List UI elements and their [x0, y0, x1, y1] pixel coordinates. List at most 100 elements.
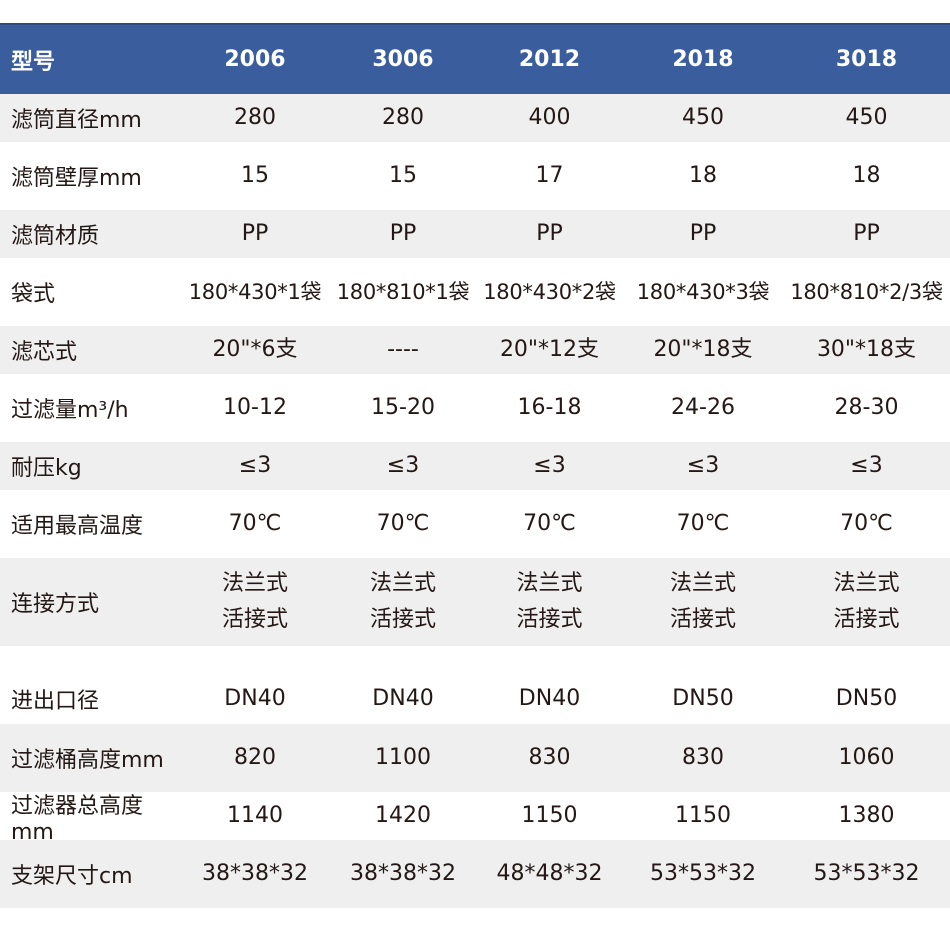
- row-value: PP: [689, 221, 717, 246]
- row-value: 450: [845, 105, 888, 130]
- spec-table: 型号 2006 3006 2012 2018 3018 滤筒直径mm 280 2…: [0, 23, 950, 908]
- row-value: 180*810*1袋: [336, 280, 470, 304]
- row-label: 过滤量m³/h: [11, 398, 129, 423]
- row-label: 滤筒材质: [11, 224, 100, 249]
- row-value: 280: [234, 105, 276, 130]
- table-row: 进出口径 DN40 DN40 DN40 DN50 DN50: [0, 646, 950, 724]
- row-value: 830: [682, 745, 724, 770]
- row-value: DN40: [224, 686, 286, 711]
- row-value: DN40: [372, 686, 434, 711]
- row-value: 18: [689, 163, 717, 188]
- row-value: 20"*12支: [499, 337, 600, 362]
- row-value: PP: [389, 221, 417, 246]
- header-model: 2018: [672, 46, 734, 72]
- row-value-line: 法兰式: [516, 571, 583, 596]
- row-label: 支架尺寸cm: [11, 864, 133, 889]
- row-value: ≤3: [533, 453, 566, 478]
- row-value: 1150: [675, 803, 731, 828]
- row-label: 滤筒壁厚mm: [11, 166, 142, 191]
- row-value: 法兰式 活接式: [623, 566, 783, 638]
- row-value: 15: [389, 163, 417, 188]
- table-row: 耐压kg ≤3 ≤3 ≤3 ≤3 ≤3: [0, 442, 950, 490]
- row-value: 15: [241, 163, 269, 188]
- row-value: 10-12: [223, 395, 287, 420]
- row-label: 滤筒直径mm: [11, 108, 142, 133]
- row-value: 450: [682, 105, 724, 130]
- table-row: 适用最高温度 70℃ 70℃ 70℃ 70℃ 70℃: [0, 490, 950, 558]
- table-row: 过滤量m³/h 10-12 15-20 16-18 24-26 28-30: [0, 374, 950, 442]
- table-row: 过滤桶高度mm 820 1100 830 830 1060: [0, 724, 950, 792]
- row-value: 820: [234, 745, 276, 770]
- row-value-line: 活接式: [833, 607, 900, 632]
- table-row: 滤筒直径mm 280 280 400 450 450: [0, 94, 950, 142]
- row-value: PP: [853, 221, 880, 246]
- row-value: PP: [536, 221, 563, 246]
- header-model: 3006: [372, 46, 434, 72]
- row-value: 15-20: [371, 395, 435, 420]
- row-label: 进出口径: [11, 689, 100, 714]
- row-value-line: 法兰式: [833, 571, 900, 596]
- row-value-line: 法兰式: [669, 571, 736, 596]
- header-model: 2006: [224, 46, 286, 72]
- row-value: ≤3: [386, 453, 420, 478]
- row-label: 袋式: [11, 282, 56, 307]
- row-value: 180*810*2/3袋: [790, 280, 943, 304]
- row-value: 70℃: [676, 511, 730, 536]
- header-label: 型号: [11, 49, 56, 75]
- row-value-line: 活接式: [669, 607, 736, 632]
- table-row: 过滤器总高度mm 1140 1420 1150 1150 1380: [0, 792, 950, 845]
- row-value: ≤3: [238, 453, 272, 478]
- header-model: 2012: [518, 46, 581, 72]
- row-label: 适用最高温度: [11, 514, 144, 539]
- row-value-line: 活接式: [221, 607, 288, 632]
- row-value: 48*48*32: [496, 861, 603, 886]
- row-value: 38*38*32: [350, 861, 456, 886]
- row-value: 70℃: [228, 511, 282, 536]
- row-value: 180*430*1袋: [188, 280, 322, 304]
- row-value: 法兰式 活接式: [330, 566, 476, 638]
- row-value: ≤3: [686, 453, 720, 478]
- row-value: ----: [387, 337, 419, 362]
- row-value: 30"*18支: [816, 337, 917, 362]
- row-value: 70℃: [523, 511, 576, 536]
- table-header-row: 型号 2006 3006 2012 2018 3018: [0, 23, 950, 94]
- row-value-line: 法兰式: [221, 571, 288, 596]
- row-value: 法兰式 活接式: [476, 566, 623, 638]
- row-value-line: 活接式: [516, 607, 583, 632]
- table-row: 滤芯式 20"*6支 ---- 20"*12支 20"*18支 30"*18支: [0, 326, 950, 374]
- header-model: 3018: [835, 46, 898, 72]
- table-row: 支架尺寸cm 38*38*32 38*38*32 48*48*32 53*53*…: [0, 840, 950, 908]
- row-value: 法兰式 活接式: [180, 566, 330, 638]
- row-value: DN50: [835, 686, 898, 711]
- row-value: 28-30: [834, 395, 899, 420]
- row-label: 连接方式: [11, 592, 100, 617]
- row-value: 18: [852, 163, 881, 188]
- row-value: 法兰式 活接式: [783, 566, 950, 638]
- row-value: 180*430*2袋: [483, 280, 616, 304]
- row-value: 1100: [375, 745, 431, 770]
- row-label: 过滤器总高度mm: [11, 793, 144, 845]
- row-value: ≤3: [850, 453, 883, 478]
- row-value: 53*53*32: [650, 861, 756, 886]
- row-value: DN40: [518, 686, 581, 711]
- row-value: 1380: [838, 803, 895, 828]
- row-value: 20"*18支: [653, 337, 753, 362]
- row-value: 1150: [521, 803, 578, 828]
- row-value: 830: [528, 745, 571, 770]
- row-value: 1140: [227, 803, 283, 828]
- row-value: 70℃: [840, 511, 893, 536]
- row-label: 滤芯式: [11, 340, 78, 365]
- row-value: 1060: [838, 745, 895, 770]
- row-value: 17: [535, 163, 564, 188]
- row-value: 400: [528, 105, 571, 130]
- row-value: 20"*6支: [212, 337, 298, 362]
- row-value: 280: [382, 105, 424, 130]
- row-value-line: 活接式: [369, 607, 436, 632]
- row-value-line: 法兰式: [369, 571, 436, 596]
- row-value: 53*53*32: [813, 861, 920, 886]
- table-row: 滤筒壁厚mm 15 15 17 18 18: [0, 142, 950, 210]
- table-row: 滤筒材质 PP PP PP PP PP: [0, 210, 950, 258]
- table-row: 连接方式 法兰式活接式 法兰式活接式 法兰式活接式 法兰式活接式 法兰式活接式: [0, 558, 950, 646]
- table-row: 袋式 180*430*1袋 180*810*1袋 180*430*2袋 180*…: [0, 258, 950, 326]
- row-value: PP: [241, 221, 269, 246]
